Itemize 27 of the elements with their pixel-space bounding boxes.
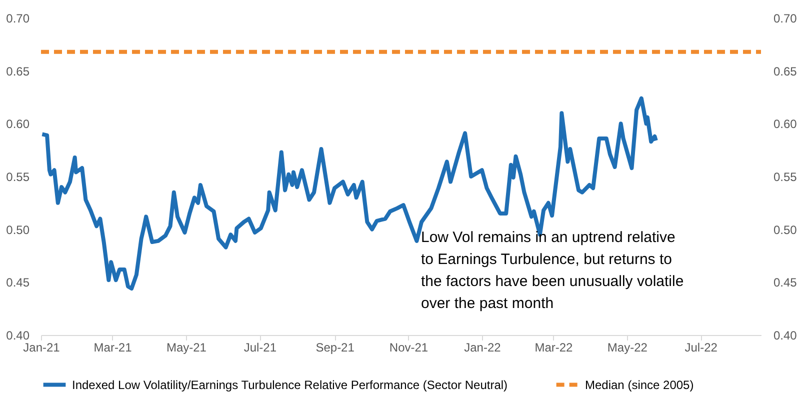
y-tick-label: 0.65 (6, 64, 30, 78)
y2-tick-label: 0.70 (774, 12, 798, 26)
y-tick-label: 0.55 (6, 170, 30, 184)
x-tick-label: Mar-21 (94, 340, 132, 354)
legend-label: Indexed Low Volatility/Earnings Turbulence Relative Performance (Sector Neutral) (72, 378, 508, 392)
y2-tick-label: 0.50 (774, 222, 798, 237)
y2-tick-label: 0.65 (774, 64, 798, 78)
y2-tick-label: 0.45 (774, 276, 798, 290)
y2-tick-label: 0.40 (774, 328, 798, 342)
y-tick-label: 0.70 (6, 12, 30, 26)
x-tick-label: Jul-22 (684, 340, 718, 354)
y-tick-label: 0.60 (6, 117, 30, 132)
x-tick-label: Sep-21 (316, 340, 355, 354)
x-tick-label: Jan-22 (464, 340, 502, 354)
x-tick-label: May-21 (166, 340, 207, 354)
x-tick-label: Jul-21 (244, 340, 277, 354)
y-tick-label: 0.45 (6, 276, 30, 290)
x-tick-label: Mar-22 (534, 340, 574, 354)
x-tick-label: Jan-21 (23, 340, 60, 354)
y2-tick-label: 0.60 (774, 117, 798, 132)
x-tick-label: May-22 (607, 340, 648, 354)
y-tick-label: 0.50 (6, 222, 30, 237)
x-tick-label: Nov-21 (389, 340, 428, 354)
y-tick-label: 0.40 (6, 328, 30, 342)
y2-tick-label: 0.55 (774, 170, 798, 184)
legend-label: Median (since 2005) (585, 378, 694, 392)
annotation: Low Vol remains in an uptrend relative to Earnings Turbulence, but returns to the factors have been unusually volatile over the past month (421, 229, 684, 312)
